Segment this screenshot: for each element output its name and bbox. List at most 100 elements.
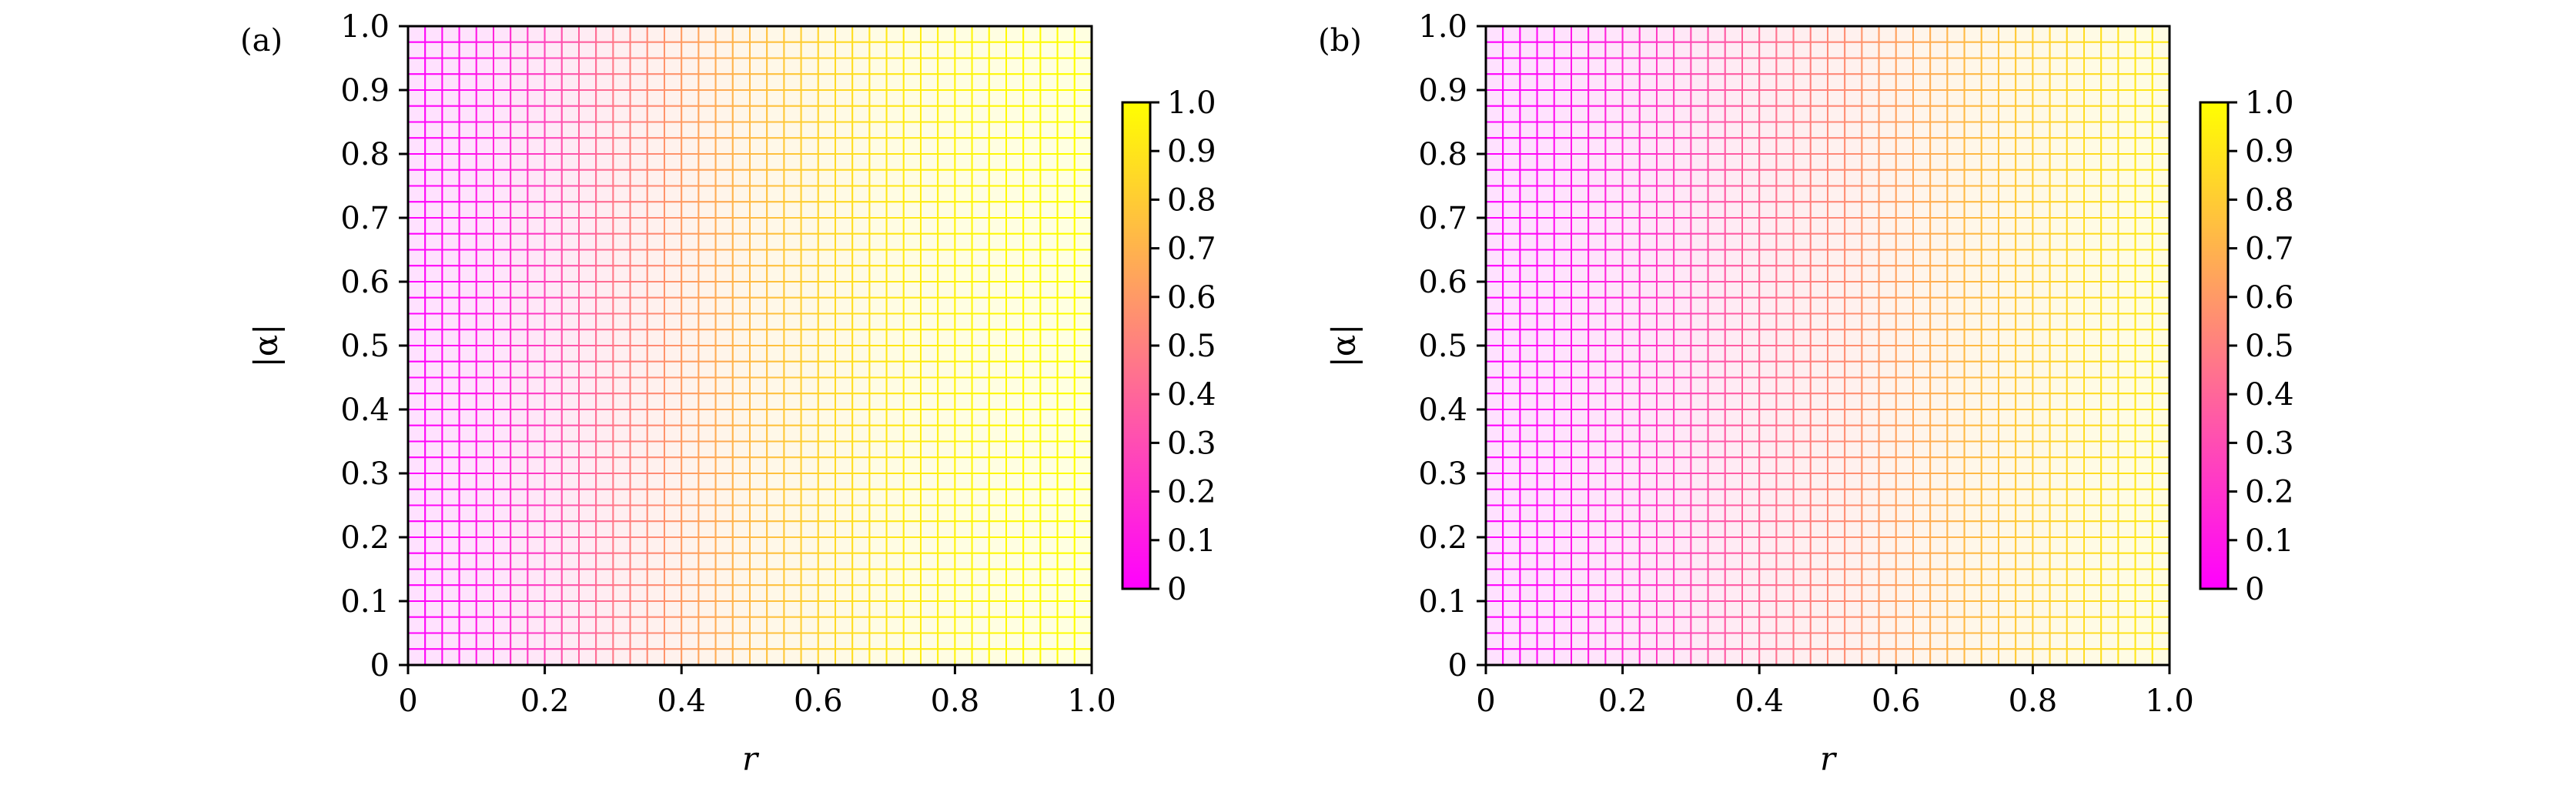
heatmap-cell: [1809, 600, 1829, 618]
heatmap-cell: [1912, 376, 1932, 395]
heatmap-cell: [1571, 600, 1590, 618]
heatmap-cell: [612, 456, 631, 474]
heatmap-cell: [458, 632, 477, 650]
heatmap-cell: [1912, 89, 1932, 107]
heatmap-cell: [954, 169, 973, 187]
heatmap-cell: [1553, 153, 1573, 171]
heatmap-cell: [1485, 153, 1504, 171]
heatmap-cell: [1485, 89, 1504, 107]
heatmap-cell: [2117, 25, 2136, 43]
heatmap-cell: [698, 169, 717, 187]
heatmap-cell: [1724, 648, 1744, 666]
heatmap-cell: [407, 89, 427, 107]
heatmap-cell: [1707, 217, 1726, 235]
heatmap-cell: [560, 424, 580, 443]
heatmap-cell: [1929, 57, 1949, 75]
heatmap-cell: [2100, 552, 2119, 570]
heatmap-cell: [698, 329, 717, 346]
heatmap-cell: [612, 296, 631, 315]
heatmap-cell: [902, 296, 922, 315]
heatmap-cell: [1690, 393, 1709, 410]
colorbar-tick-label: 0.3: [1167, 426, 1216, 461]
heatmap-cell: [1073, 249, 1093, 267]
heatmap-cell: [1039, 137, 1059, 155]
heatmap-cell: [988, 296, 1008, 315]
heatmap-cell: [1536, 632, 1555, 650]
heatmap-cell: [937, 121, 956, 139]
heatmap-cell: [424, 345, 443, 363]
heatmap-cell: [1485, 249, 1504, 267]
heatmap-cell: [1039, 89, 1059, 107]
heatmap-cell: [1056, 536, 1076, 554]
heatmap-cell: [1707, 232, 1726, 251]
heatmap-cell: [544, 393, 563, 410]
heatmap-cell: [1758, 41, 1778, 59]
heatmap-cell: [1621, 456, 1641, 474]
heatmap-cell: [441, 409, 460, 426]
heatmap-cell: [1844, 520, 1863, 538]
heatmap-cell: [1519, 616, 1538, 634]
heatmap-cell: [800, 281, 819, 299]
heatmap-cell: [937, 473, 956, 490]
heatmap-cell: [2032, 73, 2051, 91]
heatmap-cell: [1724, 73, 1744, 91]
heatmap-cell: [835, 456, 854, 474]
heatmap-cell: [629, 473, 648, 490]
heatmap-cell: [510, 648, 529, 666]
heatmap-cell: [1998, 169, 2017, 187]
heatmap-cell: [1073, 520, 1093, 538]
heatmap-cell: [835, 393, 854, 410]
heatmap-cell: [988, 217, 1008, 235]
heatmap-cell: [1604, 632, 1624, 650]
heatmap-cell: [424, 312, 443, 331]
heatmap-cell: [2032, 312, 2051, 331]
heatmap-cell: [1707, 153, 1726, 171]
heatmap-cell: [544, 249, 563, 267]
heatmap-cell: [2083, 568, 2103, 586]
heatmap-cell: [1039, 456, 1059, 474]
heatmap-cell: [2066, 73, 2086, 91]
heatmap-cell: [1502, 568, 1521, 586]
heatmap-cell: [2100, 376, 2119, 395]
heatmap-cell: [1929, 121, 1949, 139]
heatmap-cell: [1809, 217, 1829, 235]
heatmap-cell: [2134, 169, 2153, 187]
heatmap-cell: [2117, 73, 2136, 91]
heatmap-cell: [612, 345, 631, 363]
heatmap-cell: [1022, 473, 1042, 490]
heatmap-cell: [1912, 169, 1932, 187]
heatmap-cell: [527, 536, 546, 554]
heatmap-cell: [612, 153, 631, 171]
heatmap-cell: [1571, 41, 1590, 59]
heatmap-cell: [1519, 456, 1538, 474]
heatmap-cell: [1039, 584, 1059, 602]
heatmap-cell: [2100, 312, 2119, 331]
heatmap-cell: [1895, 137, 1915, 155]
heatmap-cell: [1827, 185, 1846, 203]
heatmap-cell: [868, 409, 888, 426]
heatmap-cell: [988, 249, 1008, 267]
heatmap-cell: [560, 312, 580, 331]
heatmap-cell: [731, 600, 751, 618]
heatmap-cell: [902, 89, 922, 107]
heatmap-cell: [510, 552, 529, 570]
heatmap-cell: [1604, 393, 1624, 410]
heatmap-cell: [1827, 249, 1846, 267]
heatmap-cell: [731, 185, 751, 203]
heatmap-cell: [510, 632, 529, 650]
heatmap-cell: [731, 73, 751, 91]
heatmap-cell: [1827, 281, 1846, 299]
heatmap-cell: [2117, 504, 2136, 523]
heatmap-cell: [902, 568, 922, 586]
heatmap-cell: [1587, 584, 1607, 602]
heatmap-cell: [868, 25, 888, 43]
heatmap-cell: [920, 536, 939, 554]
heatmap-cell: [1775, 89, 1795, 107]
heatmap-cell: [2134, 552, 2153, 570]
heatmap-cell: [664, 73, 683, 91]
heatmap-cell: [1827, 488, 1846, 506]
panel-a: 0 0.2 0.4 0.6 0.8 1.000.10.20.30.40.50.60.70.…: [240, 9, 1216, 777]
heatmap-cell: [2032, 281, 2051, 299]
heatmap-cell: [2066, 600, 2086, 618]
heatmap-cell: [2032, 600, 2051, 618]
